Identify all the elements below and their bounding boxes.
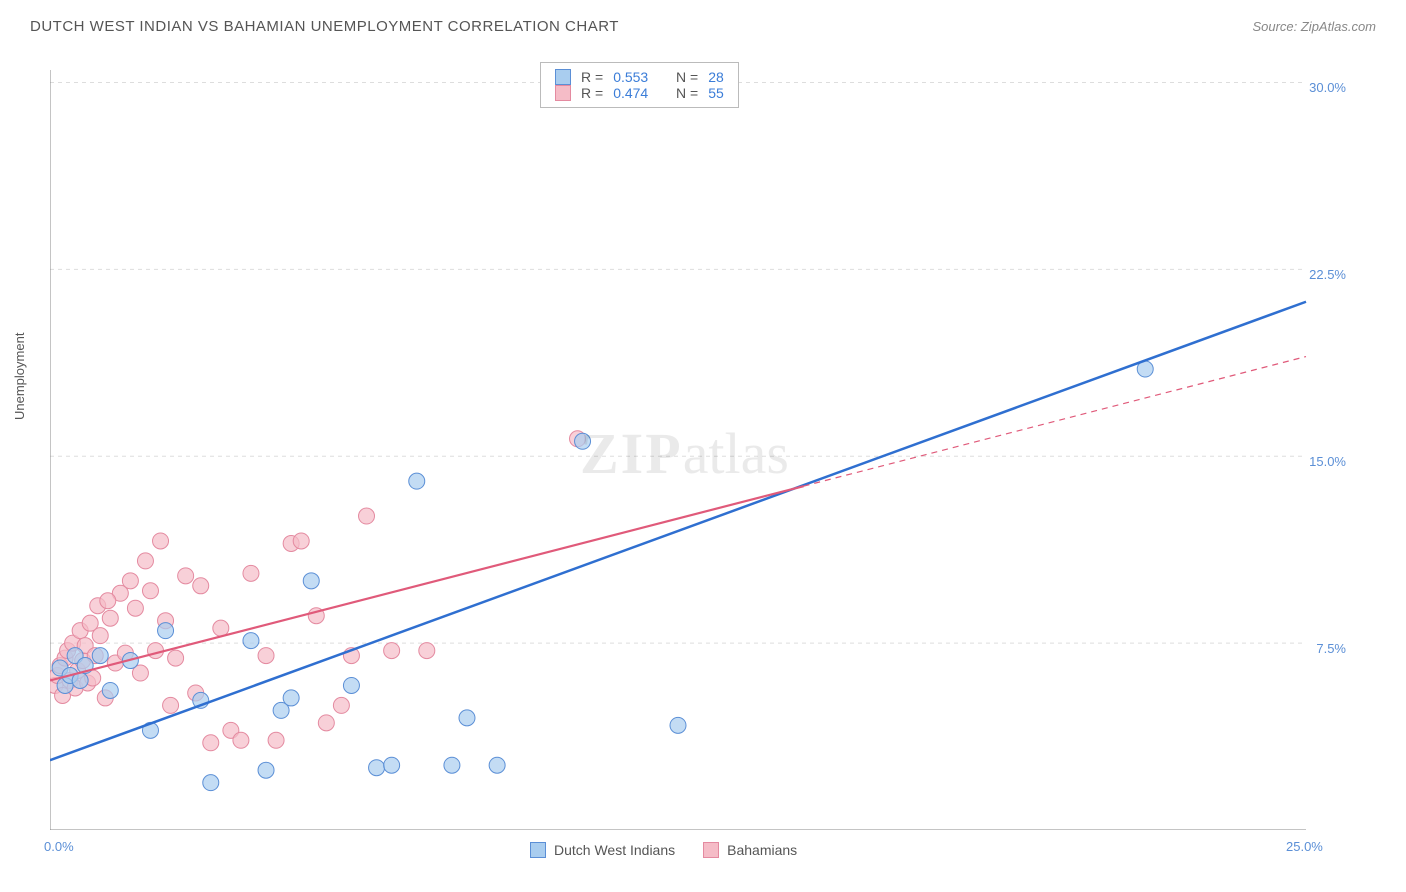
n-value-dwi: 28	[708, 69, 724, 85]
xtick-label: 0.0%	[44, 839, 74, 854]
swatch-dwi	[555, 69, 571, 85]
swatch-bah-bottom	[703, 842, 719, 858]
legend-label-bah: Bahamians	[727, 842, 797, 858]
r-value-dwi: 0.553	[613, 69, 648, 85]
r-value-bah: 0.474	[613, 85, 648, 101]
ytick-label: 30.0%	[1309, 80, 1346, 95]
xtick-label: 25.0%	[1286, 839, 1323, 854]
swatch-bah	[555, 85, 571, 101]
swatch-dwi-bottom	[530, 842, 546, 858]
legend-item-dwi: Dutch West Indians	[530, 842, 675, 858]
y-axis-label: Unemployment	[12, 333, 27, 420]
ytick-label: 7.5%	[1316, 641, 1346, 656]
correlation-legend: R = 0.553 N = 28 R = 0.474 N = 55	[540, 62, 739, 108]
ytick-label: 22.5%	[1309, 267, 1346, 282]
n-value-bah: 55	[708, 85, 724, 101]
scatter-plot	[50, 60, 1350, 830]
legend-row-dwi: R = 0.553 N = 28	[555, 69, 724, 85]
chart-area: ZIPatlas R = 0.553 N = 28 R = 0.474 N = …	[50, 60, 1350, 830]
n-label: N =	[676, 85, 698, 101]
series-legend: Dutch West Indians Bahamians	[530, 842, 797, 858]
r-label: R =	[581, 69, 603, 85]
legend-item-bah: Bahamians	[703, 842, 797, 858]
legend-row-bah: R = 0.474 N = 55	[555, 85, 724, 101]
ytick-label: 15.0%	[1309, 454, 1346, 469]
legend-label-dwi: Dutch West Indians	[554, 842, 675, 858]
chart-title: DUTCH WEST INDIAN VS BAHAMIAN UNEMPLOYME…	[30, 18, 619, 35]
chart-source: Source: ZipAtlas.com	[1252, 19, 1376, 34]
n-label: N =	[676, 69, 698, 85]
chart-header: DUTCH WEST INDIAN VS BAHAMIAN UNEMPLOYME…	[0, 0, 1406, 47]
r-label: R =	[581, 85, 603, 101]
